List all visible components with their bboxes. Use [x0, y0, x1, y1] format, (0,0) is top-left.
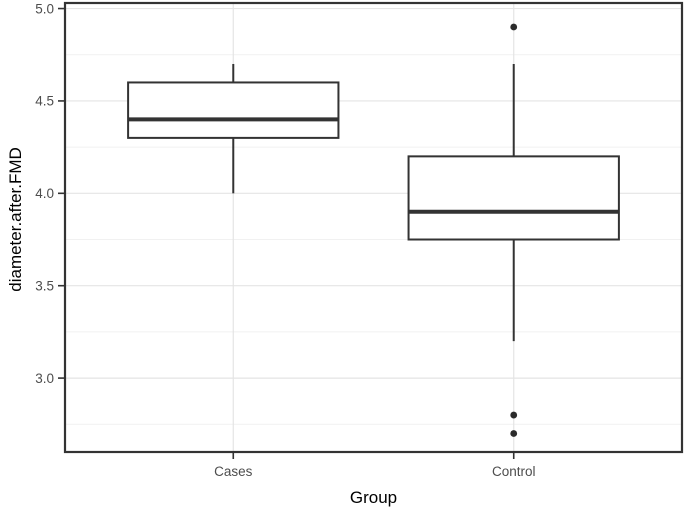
- y-tick-label: 5.0: [35, 1, 54, 16]
- y-tick-label: 4.0: [35, 186, 54, 201]
- y-tick-label: 4.5: [35, 94, 54, 109]
- outlier-point: [510, 430, 518, 437]
- panel-border: [63, 1, 684, 454]
- boxplots: [127, 23, 620, 437]
- outlier-point: [510, 23, 518, 31]
- boxplot-control: [407, 23, 620, 437]
- axis-tick-labels: 3.0 3.5 4.0 4.5 5.0 Cases Control: [35, 1, 535, 479]
- x-axis-title: Group: [350, 488, 397, 507]
- y-tick-label: 3.5: [35, 278, 54, 293]
- iqr-box: [127, 81, 340, 139]
- y-axis-title: diameter.after.FMD: [6, 147, 25, 292]
- x-tick-label: Control: [492, 464, 536, 479]
- boxplot-cases: [127, 63, 340, 194]
- y-tick-label: 3.0: [35, 371, 54, 386]
- x-tick-label: Cases: [214, 464, 253, 479]
- outlier-point: [510, 411, 518, 419]
- axis-tick-marks: [58, 7, 515, 459]
- iqr-box: [407, 155, 620, 241]
